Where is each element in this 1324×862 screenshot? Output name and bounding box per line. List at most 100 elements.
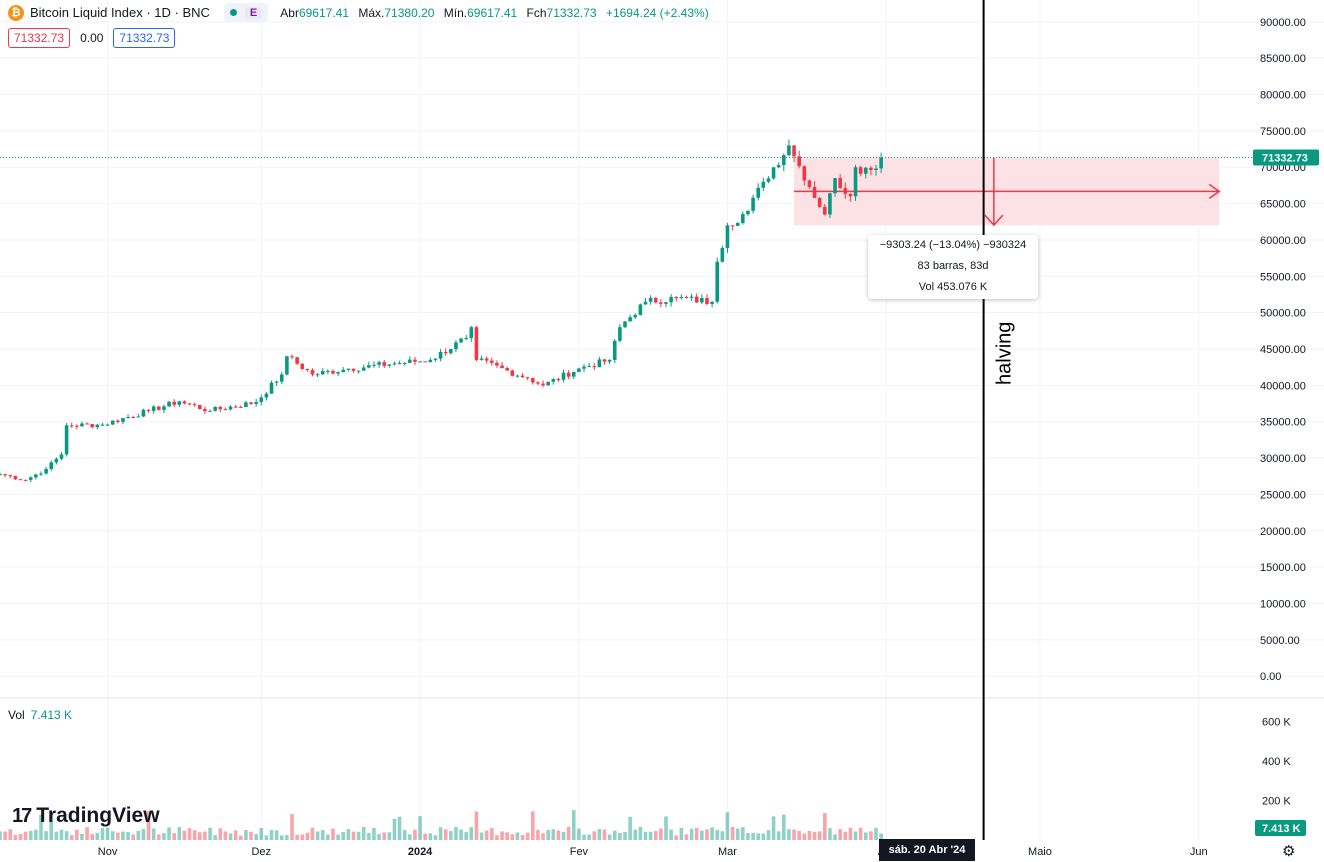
volume-tick-label: 400 K xyxy=(1262,756,1291,768)
volume-series xyxy=(0,810,883,840)
candle-body xyxy=(372,364,376,366)
volume-bar xyxy=(459,829,463,840)
volume-bar xyxy=(705,829,709,840)
buy-price-button[interactable]: 71332.73 xyxy=(113,28,176,48)
time-tick-label: Maio xyxy=(1028,846,1052,858)
volume-bar xyxy=(546,829,550,840)
candle-body xyxy=(802,166,807,181)
price-tick-label: 35000.00 xyxy=(1260,417,1306,429)
time-tick-label: Jun xyxy=(1190,846,1208,858)
volume-bar xyxy=(228,833,233,840)
volume-bar xyxy=(259,828,264,840)
volume-bar xyxy=(336,834,340,840)
volume-bar xyxy=(500,831,504,840)
candle-body xyxy=(828,193,832,215)
volume-bar xyxy=(198,832,202,840)
candle-body xyxy=(305,368,310,371)
volume-legend[interactable]: Vol 7.413 K xyxy=(8,708,72,722)
symbol-legend[interactable]: ₿ Bitcoin Liquid Index · 1D · BNC E Abr6… xyxy=(8,3,715,22)
volume-bar xyxy=(116,832,120,840)
candle-body xyxy=(34,474,38,478)
candle-body xyxy=(44,468,48,474)
candle-body xyxy=(290,356,294,358)
candle-body xyxy=(131,417,135,419)
candle-body xyxy=(382,362,387,366)
candle-body xyxy=(520,375,525,378)
candle-body xyxy=(464,338,468,340)
volume-bar xyxy=(121,831,125,840)
candle-body xyxy=(95,424,100,428)
candle-body xyxy=(167,401,171,407)
volume-bar xyxy=(843,831,848,840)
volume-bar xyxy=(131,834,135,840)
volume-bar xyxy=(838,829,842,840)
candle-body xyxy=(689,296,694,298)
candle-body xyxy=(428,359,433,363)
candle-body xyxy=(530,378,535,383)
volume-bar xyxy=(80,833,84,840)
volume-bar xyxy=(495,835,499,840)
volume-bar xyxy=(100,828,105,840)
candle-body xyxy=(367,365,371,368)
volume-bar xyxy=(638,826,643,840)
symbol-title[interactable]: Bitcoin Liquid Index · 1D · BNC xyxy=(30,5,210,20)
volume-bar xyxy=(653,831,658,840)
volume-bar xyxy=(110,831,115,840)
volume-bar xyxy=(464,832,468,840)
volume-bar xyxy=(525,832,530,840)
candle-body xyxy=(869,167,873,171)
volume-bar xyxy=(279,835,284,840)
volume-bar xyxy=(177,827,182,840)
candle-body xyxy=(623,321,627,328)
volume-bar xyxy=(848,827,853,840)
volume-bar xyxy=(515,832,520,840)
volume-bar xyxy=(802,833,807,840)
tradingview-logo[interactable]: 17 TradingView xyxy=(12,804,160,828)
volume-bar xyxy=(674,835,679,840)
candle-body xyxy=(13,476,18,480)
volume-bar xyxy=(597,829,602,840)
market-status-pill[interactable]: E xyxy=(223,3,269,22)
candle-body xyxy=(449,349,453,354)
volume-bar xyxy=(305,832,310,840)
chart-overlay: halving xyxy=(0,0,1252,840)
volume-bar xyxy=(530,811,535,840)
volume-bar xyxy=(853,831,858,840)
candle-body xyxy=(377,362,381,365)
candle-body xyxy=(571,371,576,377)
volume-bar xyxy=(756,833,760,840)
volume-bar xyxy=(351,831,356,840)
candle-body xyxy=(402,362,407,364)
price-tick-label: 90000.00 xyxy=(1260,17,1306,29)
volume-bar xyxy=(858,827,863,840)
volume-bar xyxy=(807,831,812,840)
volume-bar xyxy=(367,832,371,840)
candle-body xyxy=(823,206,827,215)
candle-body xyxy=(735,222,740,226)
gear-icon[interactable]: ⚙ xyxy=(1282,843,1296,860)
candle-body xyxy=(361,367,366,371)
sell-price-button[interactable]: 71332.73 xyxy=(8,28,71,48)
candle-body xyxy=(418,361,422,363)
candle-body xyxy=(602,359,607,362)
candle-body xyxy=(797,156,801,167)
volume-bar xyxy=(254,834,258,840)
candle-body xyxy=(39,473,43,475)
candle-body xyxy=(782,155,786,166)
volume-bar xyxy=(23,831,28,840)
candle-body xyxy=(638,304,643,315)
candle-body xyxy=(607,359,612,362)
candle-body xyxy=(817,197,822,207)
candle-body xyxy=(85,423,89,425)
candle-body xyxy=(315,374,320,376)
volume-bar xyxy=(474,811,479,840)
volume-bar xyxy=(423,833,427,840)
candle-body xyxy=(110,420,115,425)
volume-bar xyxy=(13,834,18,840)
candle-body xyxy=(249,402,253,404)
volume-bar xyxy=(356,831,361,840)
volume-bar xyxy=(689,828,694,840)
candle-body xyxy=(633,314,638,318)
volume-bar xyxy=(648,831,653,840)
